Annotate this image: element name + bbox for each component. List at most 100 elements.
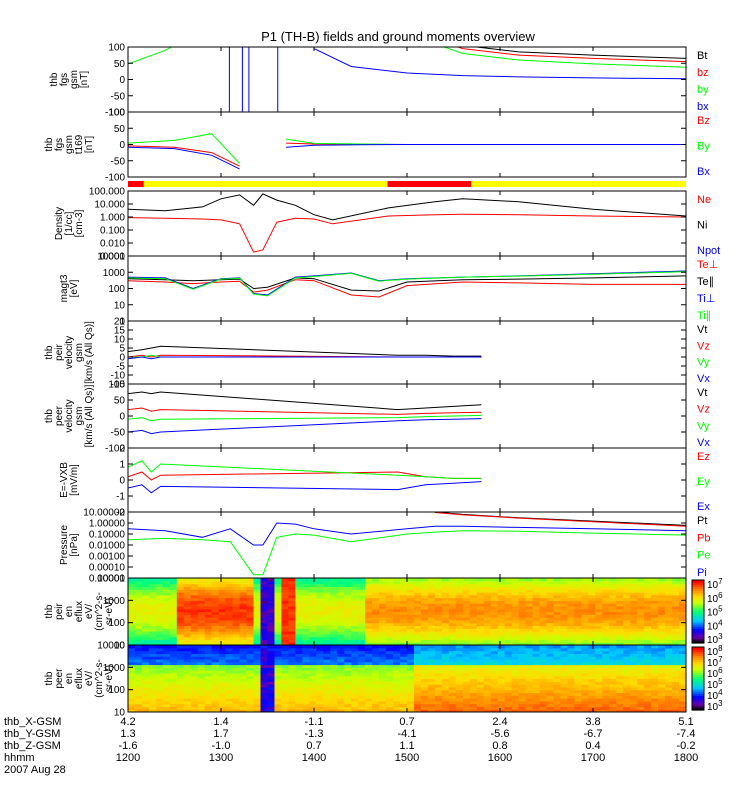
legend-entry: by xyxy=(697,84,709,96)
panel-ve: -100-50050100thb peer velocity gsm [km/s (Al… xyxy=(44,380,710,455)
figure-title: P1 (TH-B) fields and ground moments over… xyxy=(261,29,535,44)
series-line xyxy=(128,143,686,166)
legend-entry: Vt xyxy=(697,387,707,399)
spectrogram-cell xyxy=(498,578,506,581)
y-tick-label: 2 xyxy=(119,444,125,455)
spectrogram-cell xyxy=(170,645,178,648)
spectrogram-cell xyxy=(567,578,575,581)
legend-entry: By xyxy=(697,141,710,153)
z-gsm-value: -1.0 xyxy=(212,740,231,752)
spectrogram-cell xyxy=(288,645,296,648)
spectrogram-cell xyxy=(435,578,443,581)
series-line xyxy=(128,482,481,493)
series-line xyxy=(128,357,481,359)
panel-plot-area xyxy=(128,346,481,359)
spectrogram-cell xyxy=(428,578,436,581)
spectrogram-cell xyxy=(651,645,659,648)
y-gsm-value: -7.4 xyxy=(677,728,696,740)
y-tick-label: 0.100 xyxy=(100,226,125,237)
spectrogram-cell xyxy=(233,645,241,648)
spectrogram-cell xyxy=(588,578,596,581)
spectrogram-cell xyxy=(142,578,150,581)
spectrogram-cell xyxy=(337,578,345,581)
colorbar-tick-label: 106 xyxy=(707,591,723,605)
spectrogram-cell xyxy=(135,578,143,581)
mode-bar-segment xyxy=(471,181,686,187)
y-tick-label: 100 xyxy=(108,284,125,295)
spectrogram-cell xyxy=(400,578,408,581)
spectrogram-cell xyxy=(184,578,192,581)
spectrogram-cell xyxy=(672,645,680,648)
panel-frame xyxy=(128,321,686,384)
spectrogram-cell xyxy=(358,645,366,648)
spectrogram-cell xyxy=(505,645,513,648)
y-tick-label: 0.00010 xyxy=(89,563,126,574)
spectrogram-cell xyxy=(560,645,568,648)
spectrogram-cell xyxy=(400,645,408,648)
hhmm-value: 1700 xyxy=(581,752,605,764)
mode-bar-segment xyxy=(128,181,144,187)
spectrogram-cell xyxy=(261,645,269,648)
spectrogram-cell xyxy=(365,578,373,581)
mode-bar xyxy=(128,181,686,187)
spectrogram-cell xyxy=(268,578,276,581)
y-gsm-value: -6.7 xyxy=(584,728,603,740)
spectrogram-cell xyxy=(421,645,429,648)
y-tick-label: 1.00000 xyxy=(89,519,126,530)
series-line xyxy=(128,408,481,414)
panel-frame xyxy=(128,47,686,112)
y-gsm-value: 1.3 xyxy=(120,728,135,740)
spectrogram-cell xyxy=(288,578,296,581)
spectrogram-cell xyxy=(630,578,638,581)
legend-entry: Te∥ xyxy=(697,276,714,288)
spectrogram-cell xyxy=(386,645,394,648)
y-axis-label: [nT] xyxy=(84,136,95,153)
panel-frame xyxy=(128,256,686,321)
legend-entry: Ey xyxy=(697,476,710,488)
y-axis-label: [mV/m] xyxy=(69,464,80,496)
colorbar-tick-label: 104 xyxy=(707,618,723,632)
spectrogram-cell xyxy=(281,645,289,648)
colorbar: 103104105106107 xyxy=(692,577,723,646)
spectrogram-cell xyxy=(637,645,645,648)
spectrogram-cell xyxy=(344,645,352,648)
y-axis-label: [nT] xyxy=(79,71,90,88)
y-gsm-value: -4.1 xyxy=(398,728,417,740)
colorbar-tick-label: 105 xyxy=(707,605,723,619)
spectrogram-cell xyxy=(644,578,652,581)
x-gsm-value: 3.8 xyxy=(585,716,600,728)
legend-entry: Vx xyxy=(697,437,710,449)
spectrogram-cell xyxy=(512,645,520,648)
spectrogram-cell xyxy=(609,645,617,648)
spectrogram-cell xyxy=(672,578,680,581)
spectrogram-cell xyxy=(205,645,213,648)
spectrogram-cell xyxy=(240,645,248,648)
spectrogram-cell xyxy=(616,578,624,581)
spectrogram-cell xyxy=(553,578,561,581)
spectrogram-cell xyxy=(198,578,206,581)
spectrogram-cell xyxy=(254,645,262,648)
legend-entry: Vz xyxy=(697,404,710,416)
legend-entry: Ez xyxy=(697,451,710,463)
y-tick-label: 1.000 xyxy=(100,213,125,224)
spectrogram-cell xyxy=(198,645,206,648)
spectrogram-cell xyxy=(456,578,464,581)
spectrogram-cell xyxy=(247,578,255,581)
spectrogram-cell xyxy=(540,645,548,648)
panel-frame xyxy=(128,448,686,512)
row-label: 2007 Aug 28 xyxy=(4,764,66,776)
y-tick-label: 50 xyxy=(114,124,126,135)
series-line xyxy=(128,419,481,434)
spectrogram-cell xyxy=(560,578,568,581)
legend-entry: bz xyxy=(697,67,709,79)
spectrogram-cell xyxy=(533,645,541,648)
y-tick-label: 10000 xyxy=(97,641,125,652)
legend-entry: Bz xyxy=(697,115,710,127)
panel-spec_e: 10310410510610710810100100010000thb peer e… xyxy=(44,641,723,719)
legend-entry: Pt xyxy=(697,515,707,527)
panel-density: 0.0010.0100.1001.00010.000100.000Density… xyxy=(54,187,720,263)
spectrogram-cell xyxy=(330,645,338,648)
spectrogram-cell xyxy=(414,645,422,648)
spectrogram-cell xyxy=(219,645,227,648)
spectrogram-cell xyxy=(379,645,387,648)
